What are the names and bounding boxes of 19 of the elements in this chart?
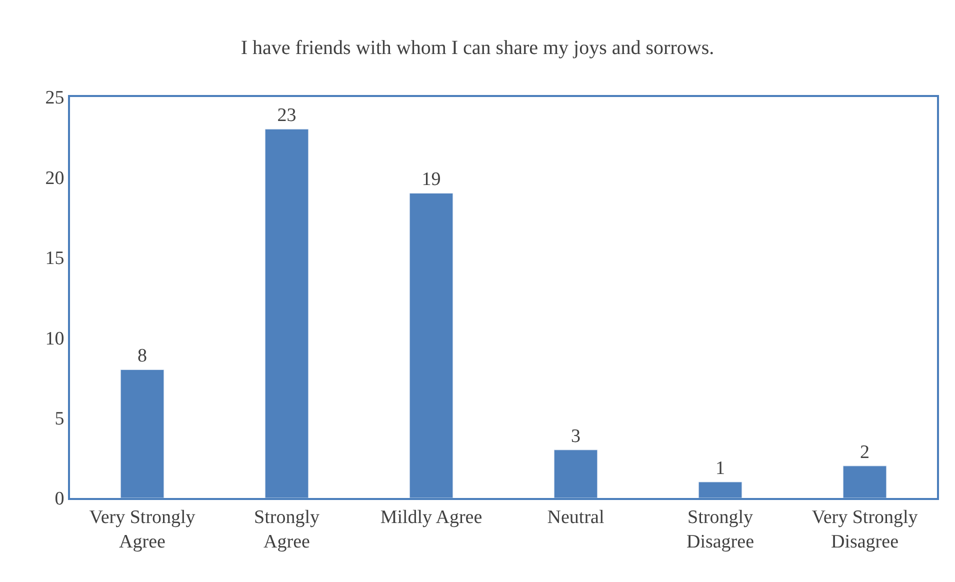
data-label: 8 [138, 346, 148, 367]
data-label: 1 [716, 458, 726, 479]
x-tick-label: Very Strongly Disagree [812, 506, 918, 552]
y-tick-label: 25 [45, 88, 64, 109]
data-label: 3 [571, 426, 580, 447]
y-tick-label: 0 [54, 488, 64, 510]
x-tick-label: Very Strongly Agree [89, 506, 196, 552]
x-tick-label: Strongly Disagree [686, 506, 754, 552]
x-tick-label: Neutral [547, 506, 604, 528]
data-label: 23 [277, 105, 296, 126]
data-label: 19 [422, 169, 441, 190]
chart-title: I have friends with whom I can share my joys and sorrows. [240, 37, 714, 59]
data-label: 2 [860, 442, 870, 463]
y-tick-label: 5 [54, 408, 64, 430]
y-tick-label: 20 [45, 168, 64, 189]
x-tick-label: Strongly Agree [254, 506, 320, 552]
y-tick-label: 15 [45, 248, 64, 270]
y-tick-label: 10 [45, 328, 64, 350]
x-tick-label: Mildly Agree [380, 506, 482, 528]
